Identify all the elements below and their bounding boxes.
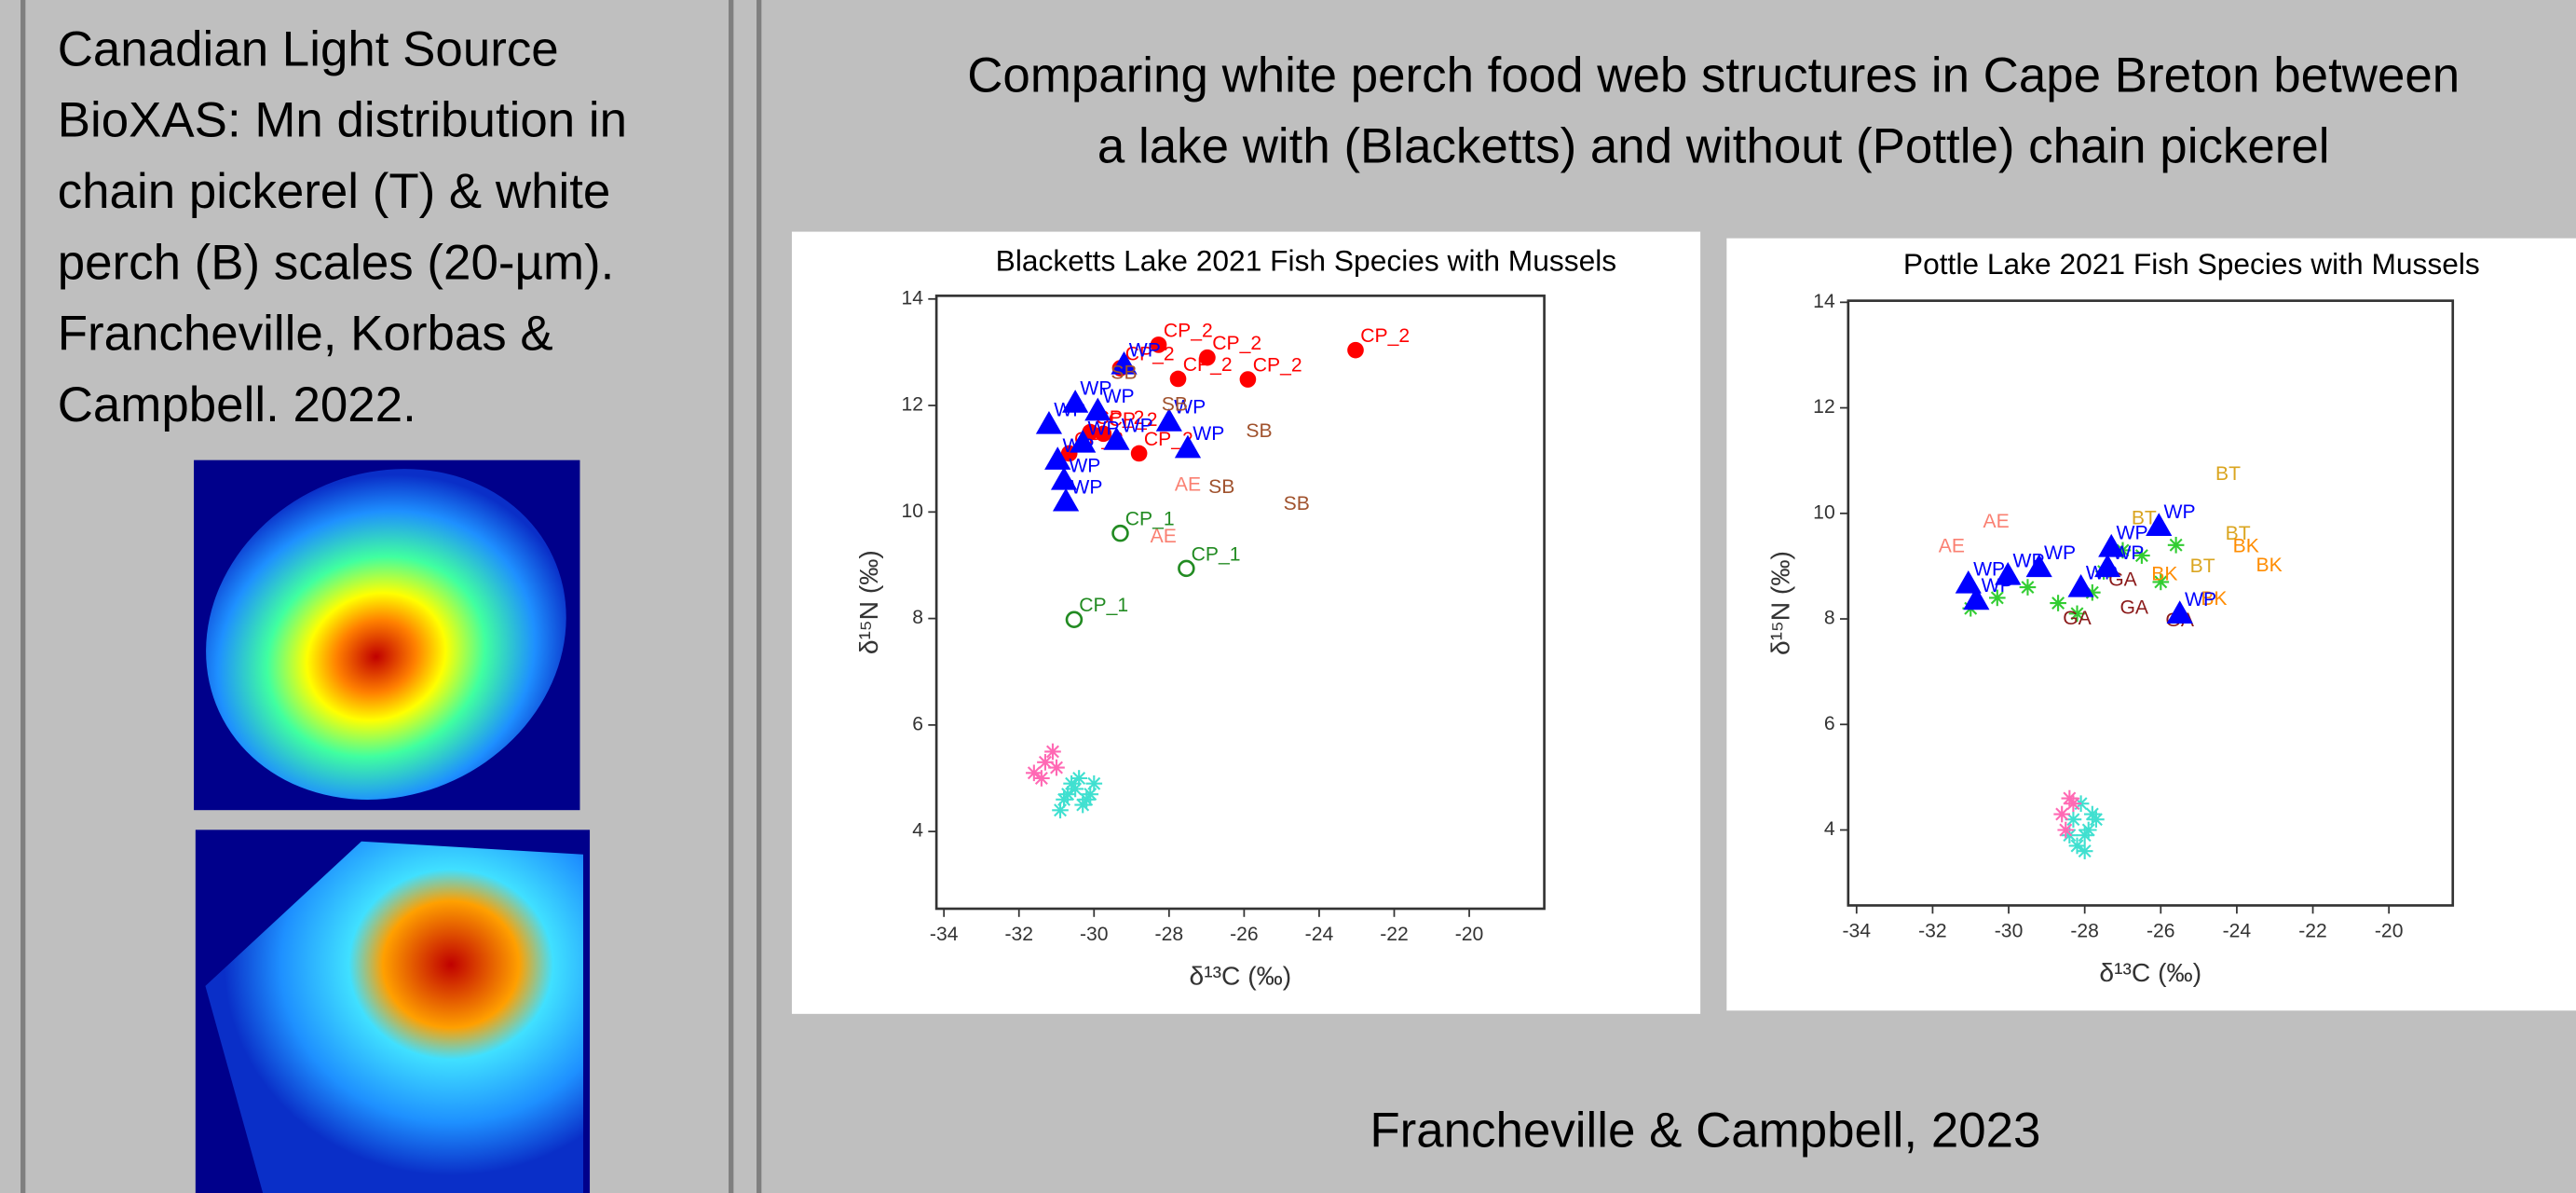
point [1033, 770, 1050, 787]
y-tick-label: 8 [1824, 608, 1835, 629]
point-label: GA [2063, 608, 2092, 629]
point-label: SB [1111, 362, 1137, 383]
x-tick-label: -22 [2298, 920, 2327, 941]
point-label: CP_2 [1183, 354, 1233, 376]
x-tick-label: -28 [1155, 924, 1184, 945]
title-line: Comparing white perch food web structure… [967, 48, 2460, 103]
left-line: chain pickerel (T) & white [58, 164, 611, 219]
x-tick-label: -34 [930, 924, 959, 945]
point-label: WP [2185, 589, 2216, 610]
page: Canadian Light Source BioXAS: Mn distribu… [0, 0, 2576, 1193]
point [1070, 770, 1087, 787]
left-line: Francheville, Korbas & [58, 307, 553, 362]
y-axis-label: δ¹⁵N (‰) [853, 550, 883, 654]
point [2168, 537, 2185, 554]
slide: Canadian Light Source BioXAS: Mn distribu… [0, 0, 2576, 1193]
chart-panel [1726, 239, 2576, 1011]
y-tick-label: 4 [912, 820, 923, 842]
point-label: AE [1983, 511, 2009, 532]
chart-title: Pottle Lake 2021 Fish Species with Musse… [1903, 247, 2480, 281]
point [1048, 760, 1065, 776]
left-line: perch (B) scales (20-µm). [58, 235, 615, 290]
point-label: WP [1129, 340, 1161, 362]
point-label: WP [2164, 501, 2196, 523]
x-axis-label: δ¹³C (‰) [1190, 960, 1292, 990]
point-label: GA [2119, 596, 2148, 618]
point-label: BK [2233, 536, 2259, 557]
x-tick-label: -34 [1843, 920, 1872, 941]
point-label: SB [1208, 476, 1234, 498]
point [1044, 744, 1061, 761]
point-label: AE [1939, 536, 1965, 557]
x-tick-label: -22 [1380, 924, 1409, 945]
point-label: BT [2215, 463, 2241, 485]
y-tick-label: 10 [1813, 501, 1835, 523]
point [1052, 802, 1069, 818]
point [1078, 791, 1095, 808]
chart-title: Blacketts Lake 2021 Fish Species with Mu… [996, 243, 1616, 277]
x-tick-label: -26 [2147, 920, 2175, 941]
left-line: BioXAS: Mn distribution in [58, 93, 627, 148]
point-label: WP [2117, 523, 2148, 544]
x-tick-label: -26 [1230, 924, 1259, 945]
x-tick-label: -30 [1080, 924, 1109, 945]
x-tick-label: -30 [1995, 920, 2024, 941]
point-label: CP_2 [1212, 333, 1261, 354]
point-label: WP [2044, 542, 2076, 564]
point-label: BK [2256, 555, 2283, 576]
x-tick-label: -24 [1305, 924, 1334, 945]
point-label: BK [2151, 564, 2177, 585]
point [2077, 843, 2093, 859]
x-tick-label: -20 [1455, 924, 1484, 945]
credit: Francheville & Campbell, 2023 [1370, 1104, 2040, 1159]
x-tick-label: -20 [2375, 920, 2404, 941]
y-tick-label: 12 [1813, 396, 1835, 418]
left-line: Canadian Light Source [58, 21, 559, 76]
title-line: a lake with (Blacketts) and without (Pot… [1097, 118, 2330, 173]
point [2088, 811, 2105, 828]
point-label: CP_2 [1253, 355, 1302, 377]
x-tick-label: -24 [2223, 920, 2252, 941]
point-label: CP_1 [1125, 509, 1175, 530]
x-tick-label: -28 [2070, 920, 2099, 941]
y-tick-label: 4 [1824, 818, 1835, 840]
point-label: CP_1 [1079, 595, 1128, 616]
point-label: WP [1193, 423, 1224, 445]
point-label: SB [1246, 420, 1272, 442]
point [1085, 775, 1102, 792]
point-label: WP [1122, 416, 1153, 437]
x-axis-label: δ¹³C (‰) [2099, 957, 2201, 987]
point-label: SB [1162, 394, 1188, 416]
point-label: BT [2190, 555, 2215, 577]
point-label: WP [1069, 456, 1100, 477]
point-label: WP [1103, 386, 1135, 407]
y-tick-label: 8 [912, 607, 923, 628]
point [1059, 786, 1076, 802]
point-label: WP [2112, 542, 2144, 564]
point-label: SB [1284, 493, 1310, 514]
y-tick-label: 14 [902, 287, 924, 309]
y-tick-label: 6 [1824, 713, 1835, 734]
y-tick-label: 6 [912, 713, 923, 734]
y-axis-label: δ¹⁵N (‰) [1765, 551, 1795, 655]
y-tick-label: 12 [902, 394, 924, 416]
point [2020, 579, 2037, 596]
y-tick-label: 14 [1813, 291, 1835, 312]
left-line: Campbell. 2022. [58, 377, 416, 432]
point [2065, 795, 2082, 812]
point-label: WP [1087, 418, 1119, 440]
x-tick-label: -32 [1918, 920, 1947, 941]
point [2080, 822, 2097, 839]
point-label: CP_1 [1192, 543, 1241, 565]
y-tick-label: 10 [902, 501, 924, 522]
x-tick-label: -32 [1004, 924, 1033, 945]
point [2057, 822, 2074, 839]
point-label: CP_2 [1164, 320, 1213, 341]
point-label: AE [1175, 473, 1201, 495]
point-label: CP_2 [1360, 325, 1410, 347]
